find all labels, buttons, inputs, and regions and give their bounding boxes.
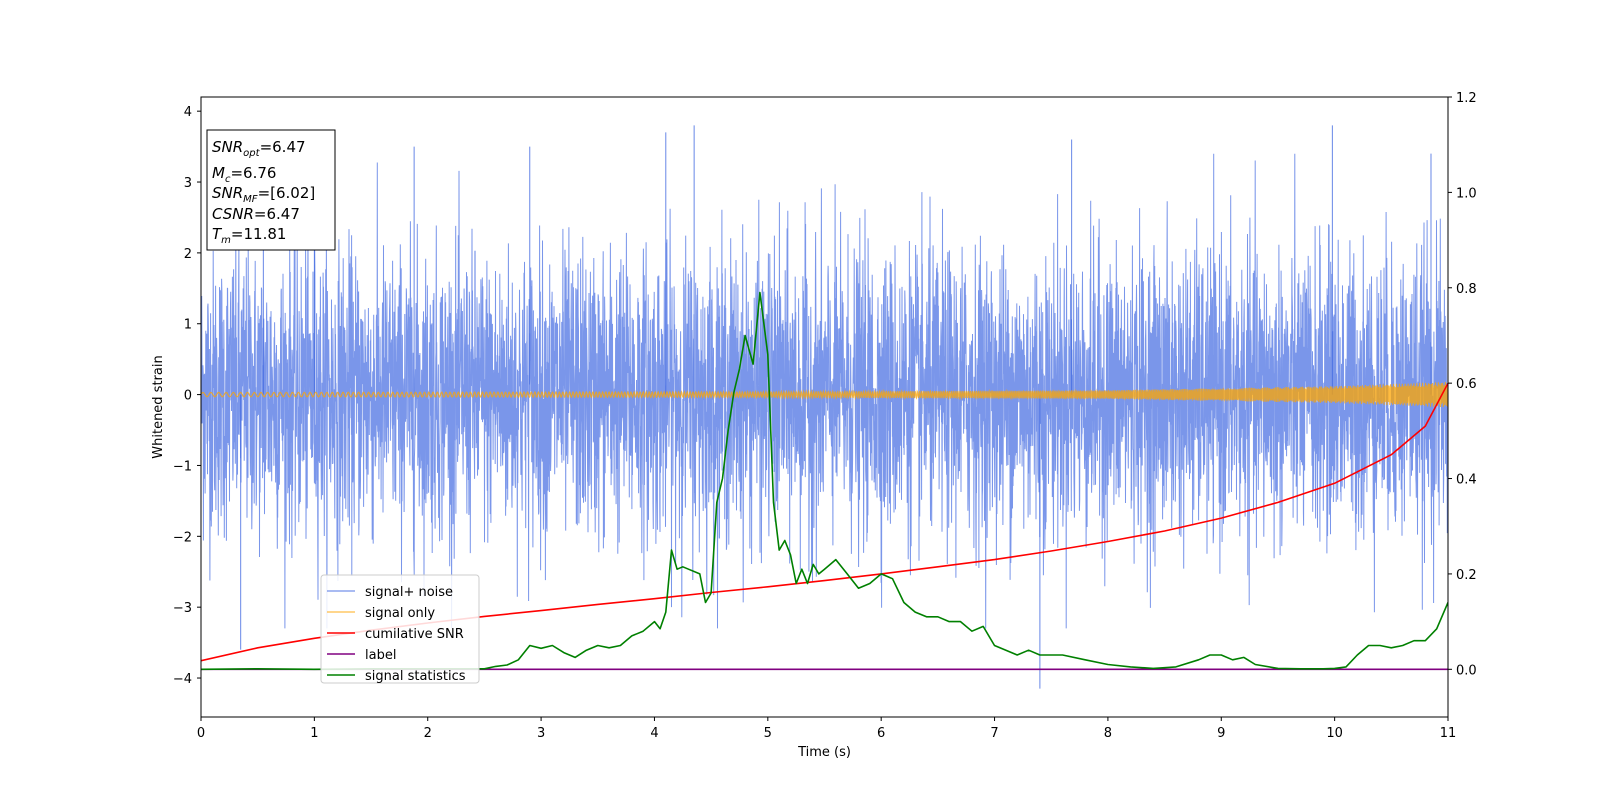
y2-tick-label: 0.6: [1456, 377, 1477, 392]
y-axis-label: Whitened strain: [151, 355, 166, 458]
signal-statistics-series: [201, 291, 1448, 671]
y-tick-label: −2: [173, 530, 192, 545]
noise-trace: [201, 153, 1448, 629]
signal-statistics-line: [201, 291, 1448, 671]
legend-label: cumilative SNR: [365, 627, 464, 642]
info-snr-mf: SNRMF=[6.02]: [212, 184, 315, 205]
x-tick-label: 8: [1104, 726, 1112, 741]
x-tick-label: 1: [310, 726, 318, 741]
x-axis-label: Time (s): [797, 745, 851, 760]
y2-tick-label: 0.4: [1456, 473, 1477, 488]
y2-tick-label: 0.0: [1456, 663, 1477, 678]
y-tick-label: −1: [173, 459, 192, 474]
x-tick-label: 9: [1217, 726, 1225, 741]
y2-tick-label: 0.8: [1456, 282, 1477, 297]
info-snr-opt: SNRopt=6.47: [212, 138, 306, 159]
plot-frame: [200, 96, 1449, 718]
legend-label: signal statistics: [365, 669, 466, 684]
y2-tick-label: 1.2: [1456, 91, 1477, 106]
y2-tick-label: 1.0: [1456, 186, 1477, 201]
y-tick-label: 0: [184, 389, 192, 404]
x-tick-label: 3: [537, 726, 545, 741]
signal-only-series: [201, 381, 1448, 408]
x-tick-label: 0: [197, 726, 205, 741]
x-tick-label: 5: [764, 726, 772, 741]
x-tick-label: 7: [990, 726, 998, 741]
y-tick-label: 4: [184, 105, 192, 120]
legend-label: label: [365, 648, 396, 663]
y2-tick-label: 0.2: [1456, 568, 1477, 583]
y-tick-label: 1: [184, 318, 192, 333]
info-tm: Tm=11.81: [212, 225, 286, 246]
signal-noise-series: [201, 125, 1448, 689]
legend: signal+ noise signal only cumilative SNR la…: [320, 574, 480, 684]
info-box: SNRopt=6.47 Mc=6.76 SNRMF=[6.02] CSNR=6.…: [206, 129, 336, 251]
signal-trace: [201, 381, 1448, 408]
info-csnr: CSNR=6.47: [212, 205, 300, 223]
y-tick-label: 3: [184, 176, 192, 191]
y-tick-label: −3: [173, 601, 192, 616]
info-mc: Mc=6.76: [212, 164, 276, 185]
x-tick-label: 4: [650, 726, 658, 741]
x-axis: 0 1 2 3 4 5 6 7 8 9 10 11: [197, 717, 1456, 741]
y-axis-left: −4 −3 −2 −1 0 1 2 3 4: [173, 105, 201, 687]
legend-label: signal only: [365, 606, 435, 621]
legend-label: signal+ noise: [365, 585, 453, 600]
x-tick-label: 10: [1326, 726, 1343, 741]
x-tick-label: 6: [877, 726, 885, 741]
y-tick-label: 2: [184, 247, 192, 262]
x-tick-label: 2: [424, 726, 432, 741]
y-tick-label: −4: [173, 672, 192, 687]
y-axis-right: 0.0 0.2 0.4 0.6 0.8 1.0 1.2: [1448, 91, 1477, 678]
x-tick-label: 11: [1440, 726, 1457, 741]
